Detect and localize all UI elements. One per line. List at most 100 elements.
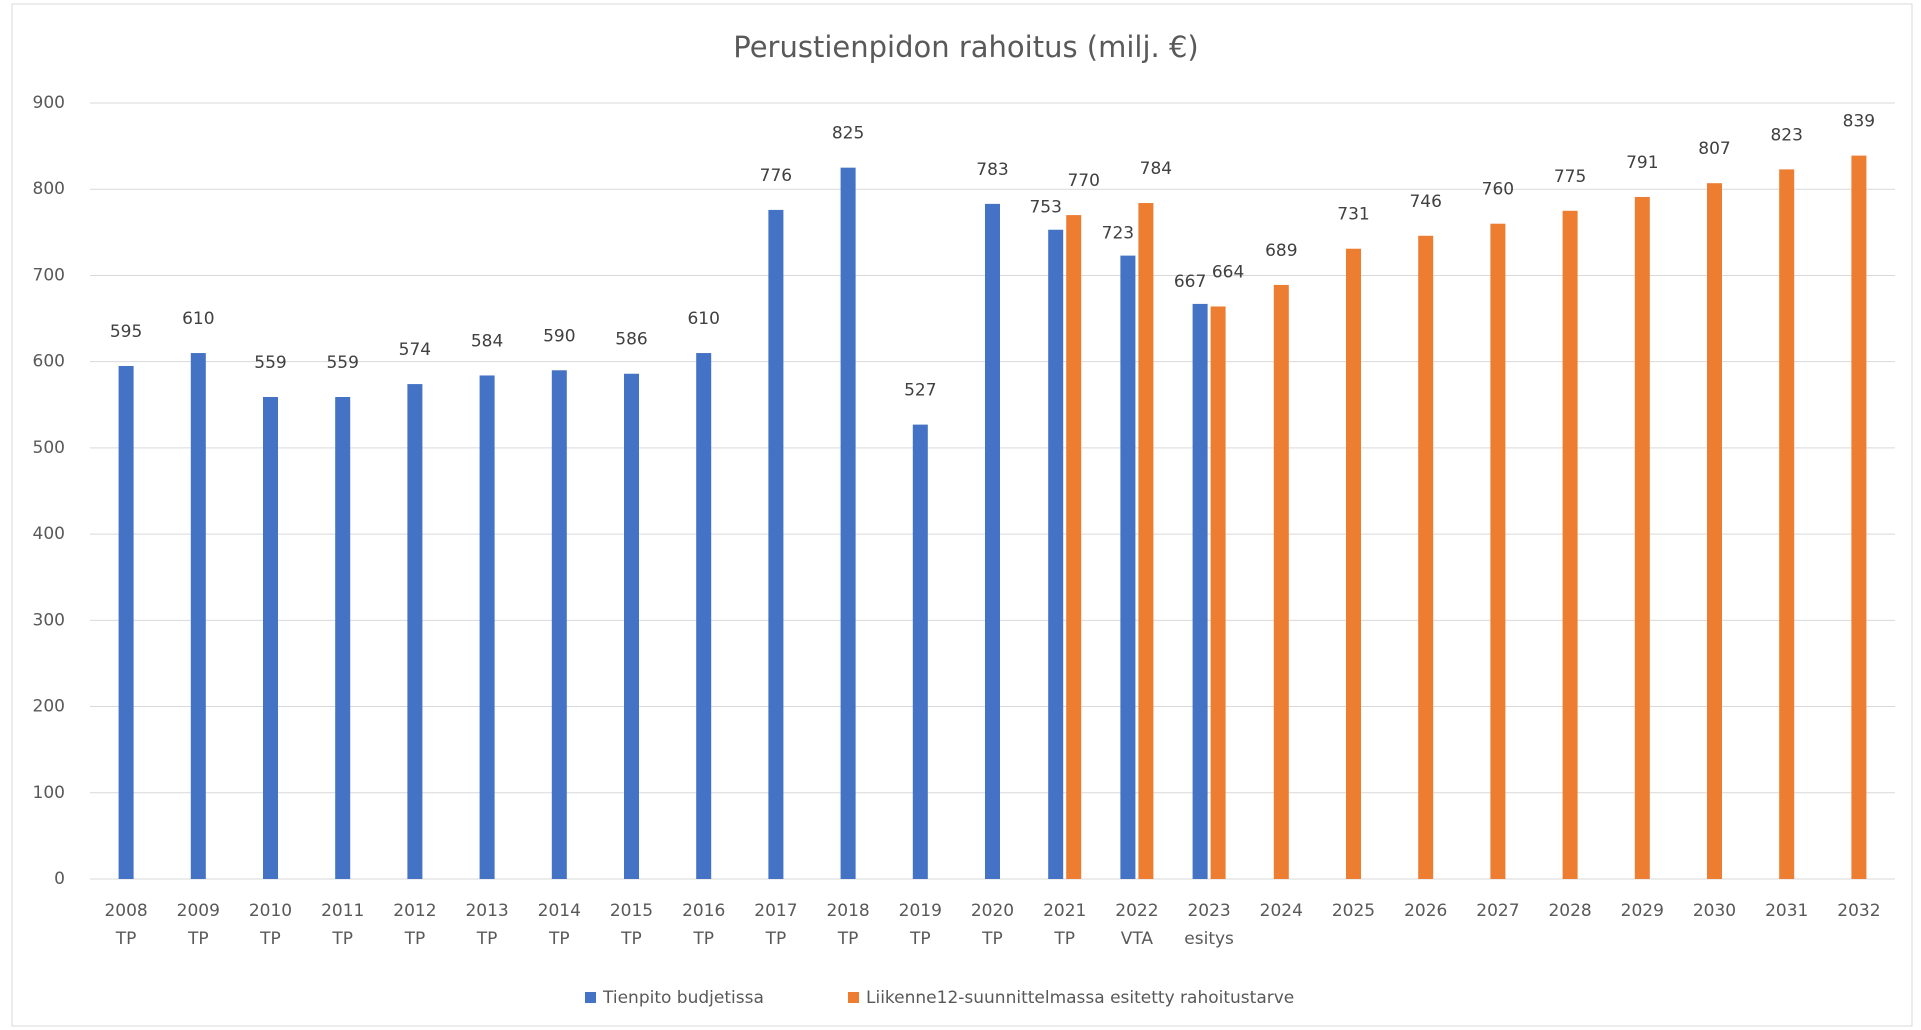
data-label: 590 xyxy=(543,326,575,346)
y-tick-label: 500 xyxy=(33,438,65,458)
bar xyxy=(118,365,134,879)
bar xyxy=(1634,196,1650,879)
data-label: 664 xyxy=(1212,262,1244,282)
x-tick-label: 2017 xyxy=(754,901,797,921)
x-tick-label: 2016 xyxy=(682,901,725,921)
x-tick-label: TP xyxy=(981,929,1003,949)
x-tick-label: TP xyxy=(1053,929,1075,949)
bar xyxy=(696,353,712,879)
x-tick-label: 2027 xyxy=(1476,901,1519,921)
bar xyxy=(624,373,639,879)
x-tick-label: TP xyxy=(476,929,498,949)
x-tick-label: 2025 xyxy=(1332,901,1375,921)
data-label: 753 xyxy=(1029,198,1061,218)
data-label: 723 xyxy=(1102,224,1134,244)
data-label: 791 xyxy=(1626,153,1658,173)
x-tick-label: TP xyxy=(837,929,859,949)
x-tick-label: 2020 xyxy=(971,901,1014,921)
bar xyxy=(1210,306,1226,879)
bar xyxy=(1562,210,1578,879)
x-tick-label: TP xyxy=(620,929,642,949)
bar xyxy=(263,397,278,879)
x-tick-label: 2010 xyxy=(249,901,292,921)
y-tick-label: 300 xyxy=(33,610,65,630)
data-label: 770 xyxy=(1067,171,1099,191)
x-tick-label: 2013 xyxy=(465,901,508,921)
bar xyxy=(912,424,928,879)
bar xyxy=(407,384,423,879)
y-tick-label: 400 xyxy=(33,524,65,544)
data-label: 775 xyxy=(1554,167,1586,187)
x-tick-label: TP xyxy=(404,929,426,949)
data-label: 783 xyxy=(976,160,1008,180)
x-tick-label: TP xyxy=(548,929,570,949)
y-tick-label: 100 xyxy=(33,783,65,803)
x-tick-label: TP xyxy=(115,929,137,949)
legend-label: Tienpito budjetissa xyxy=(602,988,764,1008)
x-tick-label: TP xyxy=(187,929,209,949)
x-tick-label: VTA xyxy=(1121,929,1154,949)
bar xyxy=(1418,235,1434,879)
x-tick-label: 2030 xyxy=(1693,901,1736,921)
x-tick-label: 2031 xyxy=(1765,901,1808,921)
data-label: 586 xyxy=(615,330,647,350)
data-label: 527 xyxy=(904,381,936,401)
data-label: 559 xyxy=(254,353,286,373)
bar xyxy=(1346,248,1361,879)
bar xyxy=(1490,223,1506,879)
data-label: 559 xyxy=(326,353,358,373)
data-label: 746 xyxy=(1409,192,1441,212)
y-tick-label: 900 xyxy=(33,93,65,113)
x-tick-label: TP xyxy=(765,929,787,949)
bar xyxy=(768,209,784,880)
data-label: 584 xyxy=(471,331,503,351)
data-label: 574 xyxy=(399,340,431,360)
data-label: 731 xyxy=(1337,205,1369,225)
data-label: 807 xyxy=(1698,139,1730,159)
x-tick-label: 2028 xyxy=(1548,901,1591,921)
x-tick-label: 2024 xyxy=(1260,901,1303,921)
bar xyxy=(840,167,856,879)
bar xyxy=(335,397,351,879)
data-label: 839 xyxy=(1843,112,1875,132)
bar xyxy=(551,370,567,879)
x-tick-label: 2029 xyxy=(1621,901,1664,921)
x-tick-label: 2032 xyxy=(1837,901,1880,921)
bar xyxy=(1779,169,1795,879)
data-label: 610 xyxy=(687,309,719,329)
y-tick-label: 600 xyxy=(33,352,65,372)
x-tick-label: TP xyxy=(692,929,714,949)
bar xyxy=(190,353,206,879)
y-tick-label: 700 xyxy=(33,265,65,285)
data-label: 760 xyxy=(1482,180,1514,200)
y-tick-label: 200 xyxy=(33,697,65,717)
x-tick-label: 2012 xyxy=(393,901,436,921)
data-label: 689 xyxy=(1265,241,1297,261)
x-tick-label: TP xyxy=(259,929,281,949)
bar xyxy=(1048,229,1064,879)
x-tick-label: 2015 xyxy=(610,901,653,921)
x-tick-label: 2023 xyxy=(1187,901,1230,921)
x-tick-label: 2018 xyxy=(826,901,869,921)
x-tick-label: 2021 xyxy=(1043,901,1086,921)
bar xyxy=(1120,255,1136,879)
bar xyxy=(1138,203,1154,880)
bar xyxy=(985,203,1000,879)
bar xyxy=(1273,284,1289,879)
x-tick-label: 2008 xyxy=(104,901,147,921)
data-label: 776 xyxy=(760,166,792,186)
chart-title: Perustienpidon rahoitus (milj. €) xyxy=(733,30,1198,64)
y-tick-label: 0 xyxy=(54,869,65,889)
data-label: 610 xyxy=(182,309,214,329)
chart-border xyxy=(11,3,1913,1027)
data-label: 595 xyxy=(110,322,142,342)
x-tick-label: 2011 xyxy=(321,901,364,921)
x-tick-label: 2019 xyxy=(899,901,942,921)
bar xyxy=(1707,183,1722,880)
legend-swatch xyxy=(848,992,859,1003)
x-tick-label: 2022 xyxy=(1115,901,1158,921)
bar xyxy=(1066,215,1082,880)
x-tick-label: TP xyxy=(909,929,931,949)
data-label: 784 xyxy=(1140,159,1172,179)
